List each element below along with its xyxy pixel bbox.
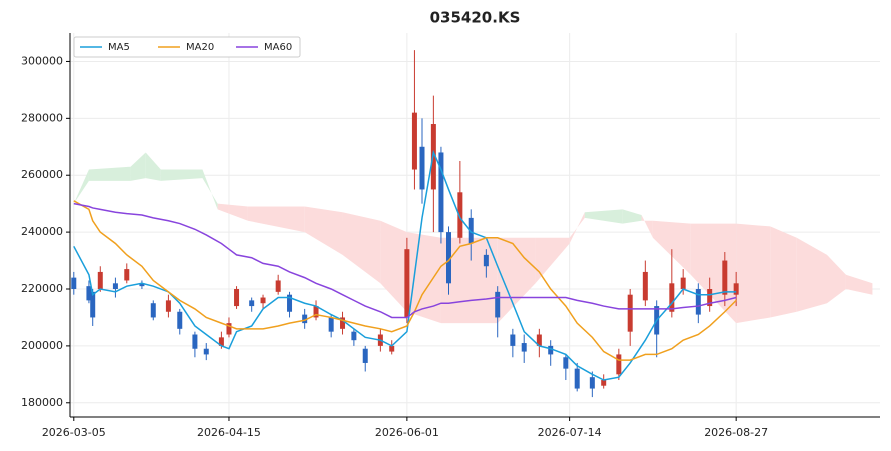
y-tick-label: 220000 [21,282,63,295]
cloud-segment [202,169,218,210]
candle-body [601,380,607,386]
candle-body [446,232,452,284]
candle-body [362,348,368,363]
cloud-segment [641,215,653,238]
candle-body [302,314,308,324]
candle-body [733,283,739,295]
cloud-segment [584,209,623,224]
cloud-segment [406,232,441,324]
candle-body [124,269,130,281]
candle-body [275,280,281,292]
cloud-segment [73,169,89,204]
candle-body [260,297,266,304]
candle-body [669,283,675,312]
cloud-segment [827,254,846,304]
cloud-segment [304,206,343,255]
candle-body [627,294,633,332]
candle-body [589,377,595,389]
ma-line [73,200,737,361]
ma-line [73,149,737,381]
candle-body [695,289,701,315]
candle-body [495,291,501,318]
candle-body [468,217,474,244]
y-tick-label: 200000 [21,339,63,352]
candle-body [548,345,554,355]
cloud-segment [622,209,642,224]
cloud-segment [845,274,873,295]
cloud-segment [217,203,248,221]
candle-body [419,146,425,190]
candle-body [112,283,118,289]
cloud-segment [652,220,691,275]
x-tick-label: 2026-03-05 [42,426,106,439]
candle-body [707,289,713,307]
candle-body [411,112,417,170]
cloud-segment [145,152,161,181]
cloud-segment [569,212,585,244]
candle-body [192,334,198,349]
candle-body [226,323,232,335]
legend-label: MA5 [108,42,130,53]
candle-body [218,337,224,346]
cloud-segment [88,166,131,181]
candle-body [234,289,240,307]
candle-body [97,271,103,289]
candle-body [438,152,444,233]
x-tick-label: 2026-06-01 [375,426,439,439]
legend: MA5 MA20 MA60 [73,36,301,58]
candle-body [165,300,171,312]
candle-body [340,317,346,329]
cloud-segment [736,223,771,324]
candle-body [389,345,395,352]
candle-body [510,334,516,346]
cloud-segment [342,212,381,284]
candle-body [177,311,183,329]
candle-body [150,303,156,318]
y-tick-label: 240000 [21,225,63,238]
candle-body [287,294,293,312]
candle-body [521,343,527,352]
legend-box [73,36,301,58]
candle-body [351,331,357,341]
candle-body [404,249,410,318]
cloud-segment [130,152,146,181]
candle-body [90,291,96,318]
y-tick-label: 280000 [21,111,63,124]
candle-body [680,277,686,289]
candle-body [328,317,334,332]
legend-label: MA60 [264,42,292,53]
y-tick-label: 300000 [21,54,63,67]
x-tick-label: 2026-04-15 [197,426,261,439]
x-tick-label: 2026-08-27 [704,426,768,439]
candle-body [483,254,489,267]
candle-body [86,286,92,301]
candle-body [574,368,580,389]
candle-body [139,283,145,287]
y-tick-label: 180000 [21,396,63,409]
cloud-segment [247,206,305,233]
cloud-segment [770,226,797,318]
candle-body [642,271,648,301]
chart-title: 035420.KS [430,9,521,27]
candle-body [249,300,255,307]
cloud-segment [160,169,203,181]
cloud-segment [535,237,570,284]
y-tick-label: 260000 [21,168,63,181]
candle-body [313,306,319,318]
candle-body [722,260,728,295]
candle-body [536,334,542,346]
candle-body [203,348,209,355]
candle-body [457,192,463,238]
cloud-segment [796,237,828,312]
legend-label: MA20 [186,42,214,53]
cloud-segment [380,220,407,312]
ma-line [73,202,737,319]
candle-body [71,277,77,289]
x-tick-label: 2026-07-14 [538,426,602,439]
candle-body [563,357,569,369]
candle-body [616,354,622,375]
